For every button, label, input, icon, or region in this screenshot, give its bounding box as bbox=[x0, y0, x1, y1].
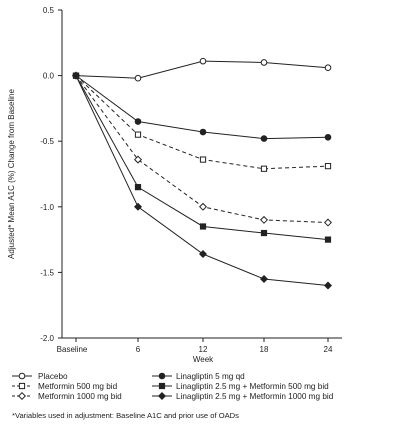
data-point bbox=[260, 229, 268, 237]
x-tick-label: 6 bbox=[136, 345, 141, 354]
data-point bbox=[133, 155, 143, 164]
x-tick-label: 18 bbox=[260, 345, 269, 354]
y-tick-label: -2.0 bbox=[40, 334, 54, 343]
series-4 bbox=[72, 72, 332, 142]
y-ticks: 0.5 0.0 -0.5 -1.0 -1.5 -2.0 bbox=[40, 6, 62, 343]
legend-label: Linagliptin 5 mg qd bbox=[176, 372, 245, 381]
legend-label: Metformin 500 mg bid bbox=[38, 382, 118, 391]
legend-item: Placebo bbox=[12, 372, 68, 381]
data-point bbox=[324, 236, 332, 243]
legend-label: Placebo bbox=[38, 372, 68, 381]
y-axis-label: Adjusted* Mean A1C (%) Change from Basel… bbox=[7, 89, 16, 259]
data-point bbox=[199, 156, 207, 163]
y-tick-label: -1.0 bbox=[40, 203, 54, 212]
legend-marker bbox=[17, 391, 27, 401]
data-point bbox=[71, 71, 81, 80]
y-tick-label: 0.0 bbox=[43, 72, 55, 81]
legend-marker bbox=[157, 391, 167, 401]
legend-item: Linagliptin 5 mg qd bbox=[152, 372, 245, 381]
data-point bbox=[259, 215, 269, 224]
legend-item: Linagliptin 2.5 mg + Metformin 1000 mg b… bbox=[152, 391, 334, 401]
footnote: *Variables used in adjustment: Baseline … bbox=[12, 411, 239, 420]
data-point bbox=[134, 74, 142, 82]
x-tick-label: Baseline bbox=[57, 345, 88, 354]
data-point bbox=[323, 281, 333, 290]
y-tick-label: 0.5 bbox=[43, 6, 55, 15]
series-line bbox=[75, 75, 329, 224]
series-group bbox=[71, 57, 333, 290]
y-tick-label: -0.5 bbox=[40, 137, 54, 146]
legend-item: Metformin 500 mg bid bbox=[12, 382, 118, 391]
legend-marker bbox=[18, 382, 26, 390]
series-1 bbox=[72, 57, 332, 82]
data-point bbox=[198, 250, 208, 259]
legend-marker bbox=[18, 372, 26, 380]
series-3 bbox=[71, 71, 333, 227]
legend-item: Metformin 1000 mg bid bbox=[12, 391, 122, 401]
data-point bbox=[134, 184, 142, 191]
y-tick-label: -1.5 bbox=[40, 268, 54, 277]
x-tick-label: 12 bbox=[199, 345, 208, 354]
data-point bbox=[324, 64, 332, 72]
legend-marker bbox=[158, 382, 166, 390]
data-point bbox=[324, 133, 332, 141]
legend-marker bbox=[158, 372, 166, 380]
data-point bbox=[134, 118, 142, 125]
data-point bbox=[260, 59, 268, 66]
legend-label: Linagliptin 2.5 mg + Metformin 500 mg bi… bbox=[176, 382, 329, 391]
data-point bbox=[134, 131, 142, 138]
x-tick-label: 24 bbox=[324, 345, 333, 354]
data-point bbox=[133, 202, 143, 211]
data-point bbox=[199, 57, 207, 65]
legend-label: Linagliptin 2.5 mg + Metformin 1000 mg b… bbox=[176, 392, 334, 401]
data-point bbox=[323, 218, 333, 227]
data-point bbox=[199, 223, 207, 230]
legend-item: Linagliptin 2.5 mg + Metformin 500 mg bi… bbox=[152, 382, 329, 391]
axes bbox=[61, 10, 342, 339]
series-2 bbox=[72, 72, 332, 172]
x-ticks: Baseline 6 12 18 24 bbox=[57, 338, 333, 354]
data-point bbox=[198, 202, 208, 211]
data-point bbox=[260, 135, 268, 142]
data-point bbox=[199, 128, 207, 136]
data-point bbox=[260, 165, 268, 172]
x-axis-label: Week bbox=[193, 355, 214, 364]
legend-label: Metformin 1000 mg bid bbox=[38, 392, 122, 401]
series-6 bbox=[71, 71, 333, 290]
data-point bbox=[324, 163, 332, 170]
data-point bbox=[259, 274, 269, 283]
